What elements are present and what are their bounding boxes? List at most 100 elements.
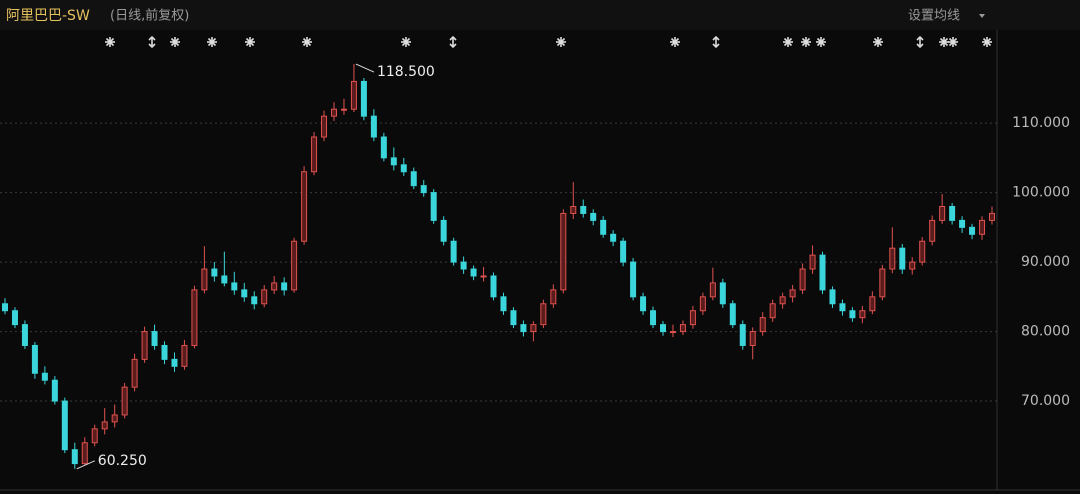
candle-body bbox=[580, 205, 587, 214]
candle-body bbox=[869, 296, 876, 312]
candle-body bbox=[480, 275, 487, 278]
candle-body bbox=[709, 282, 716, 298]
candle-body bbox=[101, 421, 108, 430]
candle-body bbox=[191, 289, 198, 346]
candle-body bbox=[640, 296, 647, 312]
candle-body bbox=[430, 192, 437, 221]
candle-body bbox=[51, 379, 58, 402]
candle-body bbox=[350, 80, 357, 110]
candle-body bbox=[171, 358, 178, 367]
candle-body bbox=[141, 331, 148, 360]
y-tick-label: 90.000 bbox=[1021, 254, 1070, 270]
candle-body bbox=[490, 275, 497, 298]
y-tick-label: 110.000 bbox=[1012, 115, 1070, 131]
candle-body bbox=[829, 289, 836, 305]
y-tick-label: 100.000 bbox=[1012, 185, 1070, 201]
candle-body bbox=[779, 296, 786, 305]
chart-title: 阿里巴巴-SW bbox=[6, 8, 90, 24]
candle-body bbox=[540, 303, 547, 326]
candle-body bbox=[600, 219, 607, 235]
candle-body bbox=[261, 289, 268, 305]
candle-body bbox=[410, 171, 417, 187]
header-bar bbox=[0, 0, 1080, 30]
event-markers[interactable] bbox=[104, 36, 993, 48]
candle-body bbox=[530, 324, 537, 333]
candle-body bbox=[241, 289, 248, 298]
candle-body bbox=[21, 324, 28, 346]
candle-body bbox=[41, 372, 48, 381]
candle-body bbox=[570, 205, 577, 214]
candle-body bbox=[989, 212, 995, 221]
candle-body bbox=[729, 303, 736, 326]
candle-body bbox=[71, 449, 78, 465]
candle-body bbox=[909, 261, 916, 270]
candle-body bbox=[959, 219, 966, 228]
candle-body bbox=[839, 303, 846, 312]
candle-body bbox=[789, 289, 796, 298]
candle-body bbox=[111, 414, 118, 423]
candle-body bbox=[31, 344, 38, 374]
candle-body bbox=[969, 226, 976, 235]
candle-body bbox=[271, 282, 278, 291]
candle-body bbox=[500, 296, 507, 312]
candle-body bbox=[370, 115, 377, 138]
annotation-label: 60.250 bbox=[98, 453, 147, 469]
candle-body bbox=[749, 331, 756, 346]
annotation-arrow bbox=[76, 460, 95, 470]
candle-body bbox=[610, 233, 617, 242]
candle-body bbox=[859, 310, 866, 319]
candle-body bbox=[311, 136, 318, 173]
candle-body bbox=[91, 428, 98, 444]
candle-body bbox=[949, 205, 956, 221]
candle-body bbox=[590, 212, 597, 221]
candle-body bbox=[819, 254, 826, 291]
candle-body bbox=[470, 268, 477, 277]
annotation-label: 118.500 bbox=[377, 64, 435, 80]
candle-body bbox=[281, 282, 288, 291]
candle-body bbox=[231, 282, 238, 291]
candle-body bbox=[510, 310, 517, 326]
candle-body bbox=[340, 108, 347, 111]
candle-body bbox=[201, 268, 208, 291]
candle-body bbox=[650, 310, 657, 326]
candle-body bbox=[2, 303, 8, 312]
candle-body bbox=[669, 331, 676, 334]
candle-body bbox=[889, 247, 896, 270]
candle-body bbox=[211, 268, 218, 277]
candle-body bbox=[131, 358, 138, 388]
ma-settings[interactable]: 设置均线 bbox=[908, 9, 960, 24]
annotation-arrow bbox=[355, 63, 375, 73]
candle-body bbox=[420, 185, 427, 194]
y-tick-label: 70.000 bbox=[1021, 393, 1070, 409]
candle-body bbox=[759, 317, 766, 333]
candle-body bbox=[331, 108, 337, 117]
candle-body bbox=[61, 400, 68, 451]
candle-body bbox=[660, 324, 666, 333]
candle-body bbox=[679, 324, 686, 333]
candle-body bbox=[689, 310, 696, 326]
candle-body bbox=[450, 240, 457, 263]
candle-body bbox=[769, 303, 776, 319]
candle-body bbox=[400, 164, 407, 173]
candle-body bbox=[380, 136, 387, 159]
candle-body bbox=[161, 344, 168, 360]
candle-body bbox=[440, 219, 447, 242]
candle-body bbox=[121, 386, 128, 416]
candle-body bbox=[301, 171, 308, 242]
candle-body bbox=[809, 254, 816, 270]
candle-body bbox=[879, 268, 886, 298]
dropdown-caret[interactable] bbox=[979, 14, 985, 18]
candle-body bbox=[560, 212, 567, 291]
candle-body bbox=[739, 324, 746, 346]
candle-body bbox=[11, 310, 18, 326]
candle-body bbox=[939, 205, 946, 221]
candle-body bbox=[221, 275, 228, 284]
candle-body bbox=[151, 331, 158, 346]
candle-body bbox=[699, 296, 706, 312]
candle-body bbox=[291, 240, 298, 291]
candle-body bbox=[520, 324, 527, 333]
candle-body bbox=[550, 289, 557, 305]
candle-body bbox=[321, 115, 328, 138]
candle-body bbox=[849, 310, 856, 319]
candle-body bbox=[181, 344, 188, 367]
